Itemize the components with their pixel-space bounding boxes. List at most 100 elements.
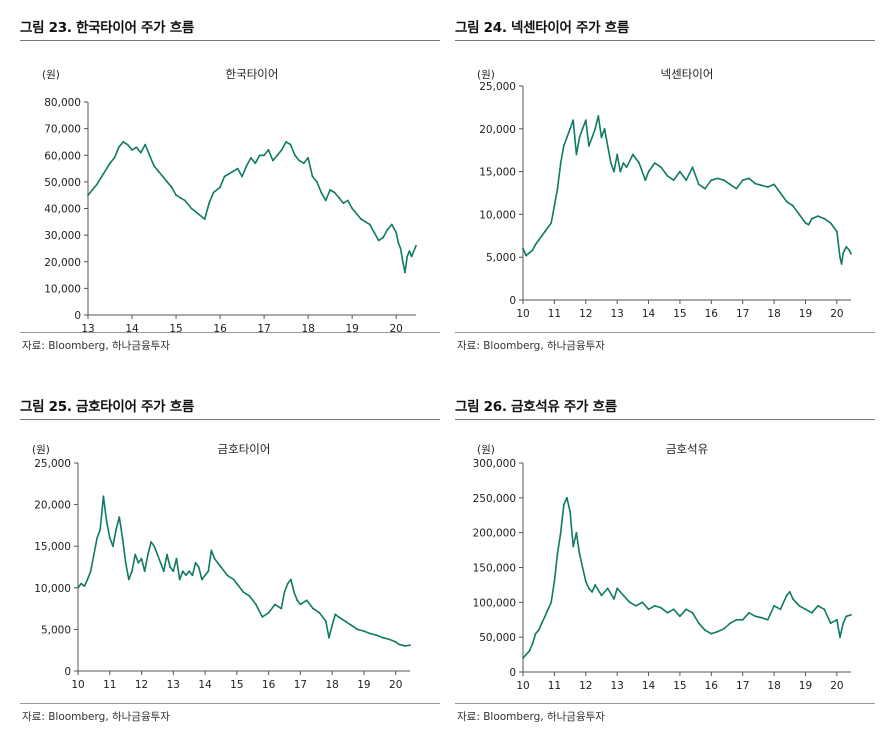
- data-point: [581, 127, 584, 130]
- price-line: [77, 495, 411, 647]
- data-point: [296, 599, 299, 602]
- data-point: [382, 636, 384, 639]
- data-point: [723, 179, 725, 182]
- data-point: [207, 570, 210, 573]
- y-tick-label: 0: [509, 667, 516, 679]
- y-tick-label: 30,000: [44, 230, 81, 242]
- data-point: [324, 620, 327, 622]
- data-point: [344, 620, 346, 622]
- data-point: [105, 520, 108, 523]
- y-tick-label: 100,000: [473, 597, 516, 609]
- data-point: [817, 604, 819, 607]
- data-point: [785, 594, 788, 597]
- data-point: [232, 170, 235, 173]
- data-point: [528, 252, 531, 254]
- data-point: [672, 179, 675, 182]
- y-tick-label: 50,000: [479, 632, 516, 644]
- data-point: [522, 657, 524, 659]
- y-tick-label: 250,000: [473, 493, 516, 505]
- x-tick-label: 19: [799, 308, 812, 320]
- x-tick-label: 14: [642, 680, 656, 692]
- data-point: [241, 175, 244, 178]
- data-point: [267, 149, 270, 151]
- data-point: [556, 552, 559, 555]
- y-unit-label: (원): [42, 69, 60, 81]
- data-point: [135, 146, 138, 149]
- data-point: [559, 162, 562, 164]
- data-point: [660, 607, 662, 609]
- data-point: [660, 166, 662, 169]
- data-point: [293, 591, 295, 593]
- data-point: [318, 611, 321, 614]
- data-point: [175, 194, 178, 197]
- data-point: [729, 622, 732, 625]
- data-point: [647, 170, 650, 173]
- data-point: [87, 194, 89, 197]
- y-tick-label: 10,000: [34, 583, 71, 595]
- data-point: [779, 608, 782, 611]
- data-point: [697, 622, 700, 625]
- data-point: [178, 578, 181, 581]
- data-point: [350, 624, 353, 627]
- x-tick-label: 16: [262, 679, 276, 691]
- data-point: [334, 613, 337, 616]
- data-point: [735, 187, 738, 190]
- data-point: [397, 242, 400, 245]
- data-point: [364, 220, 367, 223]
- data-point: [302, 162, 305, 165]
- data-point: [248, 595, 251, 597]
- data-point: [679, 170, 681, 173]
- data-point: [150, 541, 153, 543]
- source-rule: [455, 703, 875, 704]
- data-point: [115, 528, 117, 531]
- data-point: [704, 187, 706, 190]
- data-point: [401, 260, 404, 263]
- data-point: [390, 223, 393, 226]
- data-point: [638, 162, 640, 164]
- y-tick-label: 0: [64, 666, 71, 678]
- data-point: [89, 570, 92, 573]
- data-point: [525, 254, 527, 257]
- chart-title: 금호석유: [666, 442, 708, 456]
- data-point: [578, 552, 581, 555]
- data-point: [117, 146, 120, 149]
- data-point: [77, 586, 79, 589]
- data-point: [102, 173, 105, 175]
- x-tick-label: 14: [198, 679, 212, 691]
- data-point: [525, 653, 527, 656]
- data-point: [566, 136, 568, 139]
- data-point: [829, 222, 832, 224]
- data-point: [406, 255, 409, 258]
- data-point: [845, 246, 848, 248]
- y-tick-label: 80,000: [44, 97, 81, 109]
- data-point: [792, 598, 794, 600]
- data-point: [798, 604, 801, 607]
- data-point: [404, 271, 406, 274]
- data-point: [556, 187, 559, 190]
- price-line: [522, 497, 852, 659]
- data-point: [641, 601, 644, 604]
- source-note: 자료: Bloomberg, 하나금융투자: [457, 340, 605, 352]
- y-tick-label: 40,000: [44, 204, 81, 216]
- x-tick-label: 14: [125, 323, 139, 335]
- data-point: [635, 604, 637, 607]
- data-point: [569, 127, 571, 130]
- data-point: [311, 175, 314, 178]
- data-point: [792, 204, 794, 207]
- data-point: [704, 629, 706, 632]
- source-rule: [20, 703, 440, 704]
- chart-title: 넥센타이어: [661, 67, 714, 81]
- data-point: [285, 141, 287, 143]
- y-tick-label: 60,000: [44, 150, 81, 162]
- x-tick-label: 20: [390, 323, 403, 335]
- data-point: [837, 243, 840, 246]
- data-point: [779, 192, 782, 194]
- data-point: [569, 510, 571, 513]
- data-point: [534, 632, 537, 635]
- data-point: [338, 196, 340, 199]
- title-rule: [20, 40, 440, 41]
- y-tick-label: 25,000: [34, 458, 71, 470]
- y-tick-label: 0: [509, 295, 516, 307]
- data-point: [804, 222, 807, 224]
- data-point: [748, 177, 750, 180]
